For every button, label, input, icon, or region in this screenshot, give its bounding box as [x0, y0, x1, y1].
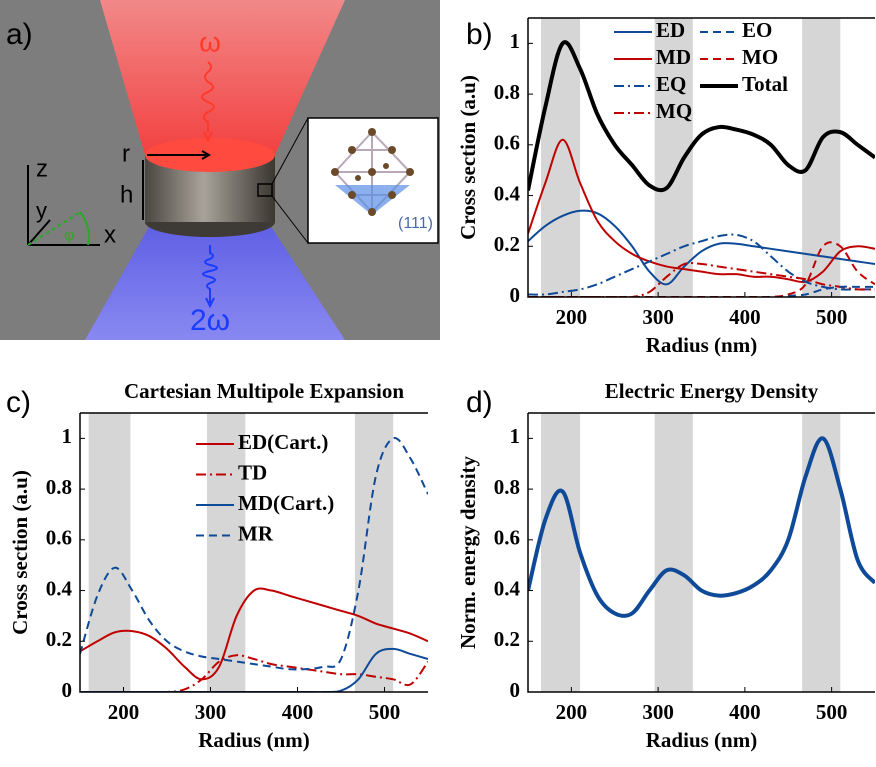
y-tick-label: 0.2	[494, 627, 520, 651]
panel-label: a)	[6, 18, 33, 51]
legend-label: EO	[742, 18, 772, 42]
y-label: y	[36, 198, 47, 223]
y-tick-label: 1	[510, 424, 521, 448]
legend-label: Total	[742, 72, 788, 96]
y-tick-label: 0.6	[494, 526, 520, 550]
y-tick-label: 0.4	[46, 576, 73, 600]
legend-label: MD(Cart.)	[238, 491, 334, 515]
legend-label: MO	[742, 45, 778, 69]
omega-label: ω	[199, 26, 221, 57]
x-tick-label: 300	[195, 700, 227, 724]
y-tick-label: 0	[62, 678, 73, 702]
x-label: x	[104, 221, 116, 248]
y-tick-label: 1	[510, 29, 521, 53]
legend: ED MD EQ MQ EO MO Total	[614, 18, 788, 123]
x-tick-label: 200	[556, 305, 588, 329]
x-tick-label: 300	[642, 305, 674, 329]
y-tick-label: 0.6	[494, 131, 520, 155]
chart: 200 300 400 500 0 0.2 0.4 0.6 0.8 1 Radius (nm) Nor…	[456, 379, 875, 752]
x-tick-label: 400	[282, 700, 314, 724]
x-tick-label: 200	[556, 700, 588, 724]
panel-label: c)	[6, 386, 31, 419]
plot-area	[80, 413, 428, 692]
x-tick-label: 500	[816, 305, 848, 329]
x-tick-label: 300	[642, 700, 674, 724]
y-tick-label: 0.4	[494, 181, 521, 205]
x-tick-label: 400	[729, 700, 761, 724]
z-label: z	[36, 155, 48, 182]
legend-label: MQ	[656, 99, 692, 123]
y-tick-label: 0	[510, 283, 521, 307]
chart: 200 300 400 500 0 0.2 0.4 0.6 0.8 1 Radius (nm) Cro…	[6, 379, 428, 752]
y-tick-label: 1	[62, 424, 73, 448]
legend-label: ED(Cart.)	[238, 430, 328, 454]
shaded-region	[802, 413, 840, 692]
x-axis-label: Radius (nm)	[646, 333, 757, 357]
y-axis-label: Cross section (a.u)	[8, 470, 32, 635]
shaded-region	[89, 413, 131, 692]
x-tick-label: 500	[369, 700, 401, 724]
x-axis-label: Radius (nm)	[646, 728, 757, 752]
y-tick-label: 0.8	[46, 475, 72, 499]
y-tick-label: 0.8	[494, 80, 520, 104]
y-axis-label: Norm. energy density	[456, 455, 480, 649]
shaded-region	[541, 413, 580, 692]
y-tick-label: 0.2	[494, 232, 520, 256]
y-tick-label: 0.4	[494, 576, 521, 600]
x-tick-label: 400	[729, 305, 761, 329]
y-tick-label: 0.2	[46, 627, 72, 651]
chart: 200 300 400 500 0 0.2 0.4 0.6 0.8 1 Radius (nm) Cro…	[456, 18, 875, 357]
y-axis-label: Cross section (a.u)	[456, 75, 480, 240]
r-label: r	[122, 140, 130, 167]
legend-label: MD	[656, 45, 691, 69]
shaded-region	[655, 413, 693, 692]
chart-title: Electric Energy Density	[605, 379, 819, 403]
phi-label: φ	[64, 227, 74, 244]
y-tick-label: 0.6	[46, 526, 72, 550]
x-tick-label: 200	[108, 700, 140, 724]
plot-area	[528, 413, 875, 692]
y-tick-label: 0.8	[494, 475, 520, 499]
legend-label: EQ	[656, 72, 686, 96]
shaded-region	[355, 413, 393, 692]
legend-label: ED	[656, 18, 685, 42]
panel-a: a) ω r h z y x φ (111) 2ω	[0, 0, 440, 340]
h-label: h	[120, 181, 133, 208]
page: a) ω r h z y x φ (111) 2ω 200 300 400 500 0 0…	[0, 0, 876, 767]
chart-title: Cartesian Multipole Expansion	[124, 379, 404, 403]
x-axis-label: Radius (nm)	[198, 728, 309, 752]
y-tick-label: 0	[510, 678, 521, 702]
miller-label: (111)	[398, 215, 433, 232]
x-tick-label: 500	[816, 700, 848, 724]
legend-label: MR	[238, 521, 274, 545]
second-harmonic-label: 2ω	[190, 304, 230, 337]
panel-label: b)	[466, 18, 493, 51]
figure: a) ω r h z y x φ (111) 2ω 200 300 400 500 0 0…	[0, 0, 876, 767]
panel-label: d)	[466, 386, 493, 419]
legend-label: TD	[238, 460, 267, 484]
